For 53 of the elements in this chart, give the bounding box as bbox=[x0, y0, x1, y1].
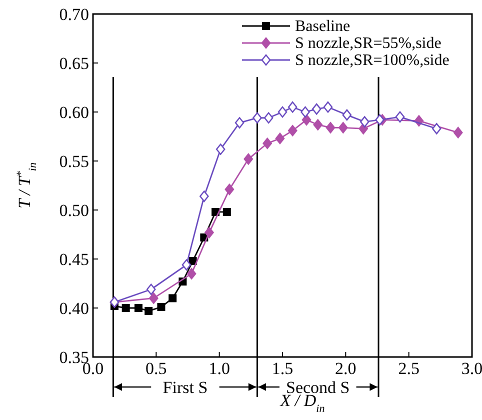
y-tick-label: 0.50 bbox=[59, 201, 89, 220]
point bbox=[264, 112, 274, 124]
point bbox=[224, 184, 234, 196]
point bbox=[275, 132, 285, 144]
point bbox=[300, 106, 310, 118]
point bbox=[148, 292, 158, 304]
legend-label: Baseline bbox=[295, 18, 350, 35]
x-tick-label: 0.5 bbox=[146, 359, 167, 378]
legend-label: S nozzle,SR=100%,side bbox=[295, 52, 450, 69]
point bbox=[302, 114, 312, 126]
x-tick-label: 1.0 bbox=[208, 359, 230, 378]
point bbox=[453, 126, 463, 138]
point bbox=[134, 304, 142, 312]
point bbox=[252, 112, 262, 124]
point bbox=[244, 153, 254, 165]
point bbox=[168, 294, 177, 302]
point bbox=[395, 111, 405, 123]
x-tick-label: 2.0 bbox=[335, 359, 356, 378]
point bbox=[157, 303, 166, 312]
point bbox=[432, 123, 442, 134]
point bbox=[278, 106, 288, 118]
point bbox=[222, 208, 231, 216]
point bbox=[323, 101, 333, 113]
point bbox=[312, 103, 322, 115]
point bbox=[313, 119, 323, 130]
point bbox=[122, 304, 130, 312]
y-tick-label: 0.60 bbox=[59, 103, 89, 122]
point bbox=[288, 124, 298, 136]
point bbox=[182, 259, 192, 271]
x-tick-label: 3.0 bbox=[461, 359, 482, 378]
point bbox=[204, 226, 214, 238]
point bbox=[200, 190, 209, 202]
point bbox=[146, 284, 156, 296]
x-tick-label: 2.5 bbox=[398, 359, 420, 378]
x-tick-label: 1.5 bbox=[272, 359, 294, 378]
point bbox=[360, 116, 370, 128]
point bbox=[186, 268, 196, 280]
legend-label: S nozzle,SR=55%,side bbox=[295, 35, 442, 52]
y-tick-label: 0.70 bbox=[59, 5, 89, 24]
point bbox=[338, 122, 348, 134]
point bbox=[288, 101, 298, 113]
point bbox=[234, 117, 244, 128]
y-tick-label: 0.45 bbox=[59, 250, 89, 269]
text: First S bbox=[162, 378, 208, 397]
point bbox=[144, 306, 153, 315]
point bbox=[342, 109, 352, 121]
y-tick-label: 0.65 bbox=[59, 54, 89, 73]
point bbox=[375, 114, 384, 126]
y-tick-label: 0.40 bbox=[59, 299, 89, 318]
point bbox=[216, 144, 226, 155]
y-tick-label: 0.55 bbox=[59, 152, 89, 171]
point bbox=[326, 122, 336, 134]
point bbox=[262, 138, 272, 150]
